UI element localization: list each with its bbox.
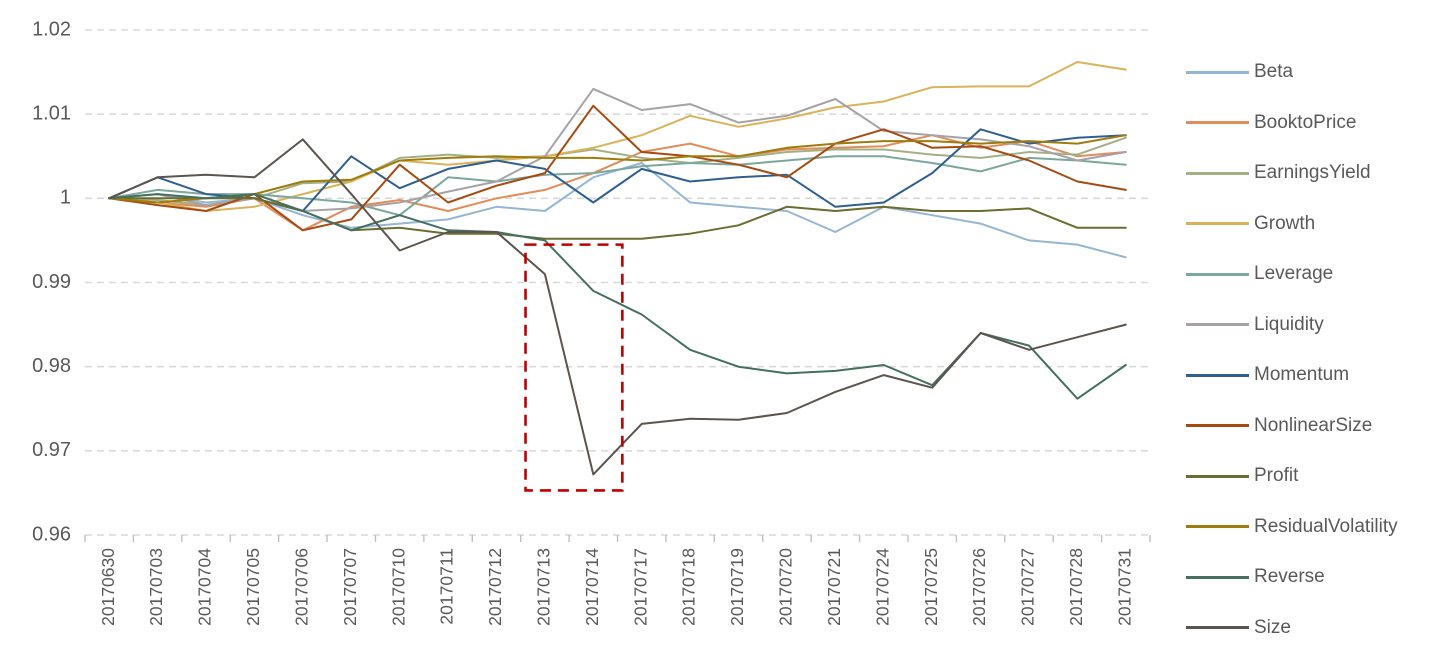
y-axis-tick-label: 0.99	[32, 271, 71, 293]
legend-swatch-momentum	[1186, 373, 1249, 377]
x-axis-tick-label: 20170705	[243, 548, 263, 626]
y-axis-tick-label: 0.97	[32, 439, 71, 461]
legend-label: BooktoPrice	[1254, 111, 1357, 133]
series-line-booktoprice	[108, 134, 1127, 232]
legend-swatch-leverage	[1186, 272, 1249, 276]
legend-label: Size	[1254, 616, 1291, 638]
legend-item-momentum: Momentum	[1186, 364, 1398, 386]
x-axis-tick-label: 20170727	[1018, 548, 1038, 626]
y-axis-tick-label: 1.01	[32, 102, 71, 124]
x-axis-tick-label: 20170725	[921, 548, 941, 626]
legend-swatch-growth	[1186, 222, 1249, 225]
legend-swatch-earningsyield	[1186, 171, 1249, 175]
x-axis-tick-label: 20170719	[727, 548, 747, 626]
legend-label: Growth	[1254, 212, 1316, 234]
legend-swatch-nonlinearsize	[1186, 424, 1249, 427]
x-axis-tick-label: 20170728	[1066, 548, 1086, 626]
x-axis-tick-label: 20170703	[146, 548, 166, 626]
legend-item-booktoprice: BooktoPrice	[1186, 112, 1398, 134]
legend-item-growth: Growth	[1186, 213, 1398, 235]
legend-swatch-size	[1186, 626, 1249, 629]
legend-item-residualvolatility: ResidualVolatility	[1186, 516, 1398, 538]
legend: Beta BooktoPrice EarningsYield Growth Levera…	[1186, 61, 1398, 639]
legend-swatch-booktoprice	[1186, 121, 1249, 124]
x-axis-tick-label: 20170720	[776, 548, 796, 626]
legend-swatch-profit	[1186, 474, 1249, 478]
legend-item-liquidity: Liquidity	[1186, 314, 1398, 336]
legend-label: Reverse	[1254, 566, 1325, 587]
legend-label: Momentum	[1254, 364, 1350, 385]
x-axis-tick-label: 20170704	[195, 548, 215, 626]
series-line-leverage	[108, 155, 1127, 217]
series-line-profit	[108, 197, 1127, 240]
legend-item-reverse: Reverse	[1186, 566, 1398, 588]
series-line-earningsyield	[108, 136, 1127, 207]
x-axis-tick-label: 20170718	[679, 548, 699, 626]
legend-label: Profit	[1254, 465, 1299, 486]
legend-label: Liquidity	[1254, 313, 1324, 335]
legend-label: EarningsYield	[1254, 162, 1371, 183]
series-line-nonlinearsize	[108, 104, 1127, 232]
x-axis-tick-label: 20170711	[437, 548, 457, 625]
series-line-residualvolatility	[108, 134, 1127, 204]
y-axis-tick-label: 1	[60, 187, 71, 209]
y-axis-tick-label: 1.02	[32, 18, 71, 40]
y-axis-tick-label: 0.98	[32, 355, 71, 377]
x-axis-tick-label: 20170714	[582, 548, 602, 626]
series-line-reverse	[108, 193, 1127, 400]
x-axis-tick-label: 20170630	[98, 548, 118, 626]
y-axis-tick-label: 0.96	[32, 523, 71, 545]
x-axis-tick-label: 20170712	[485, 548, 505, 626]
highlight-rect	[524, 243, 624, 492]
x-axis-tick-label: 20170713	[534, 548, 554, 626]
legend-swatch-residualvolatility	[1186, 525, 1249, 528]
legend-label: ResidualVolatility	[1254, 515, 1398, 537]
series-line-size	[108, 138, 1127, 476]
legend-item-leverage: Leverage	[1186, 263, 1398, 285]
x-axis-tick-label: 20170710	[388, 548, 408, 626]
x-axis-tick-label: 20170731	[1114, 548, 1134, 626]
x-axis-tick-label: 20170726	[969, 548, 989, 626]
x-axis-tick-label: 20170706	[291, 548, 311, 626]
legend-swatch-reverse	[1186, 575, 1249, 579]
legend-item-nonlinearsize: NonlinearSize	[1186, 415, 1398, 437]
x-axis-tick-label: 20170717	[630, 548, 650, 626]
x-axis-tick-label: 20170724	[872, 548, 892, 626]
legend-item-earningsyield: EarningsYield	[1186, 162, 1398, 184]
legend-item-beta: Beta	[1186, 61, 1398, 83]
legend-swatch-beta	[1186, 70, 1249, 74]
series-line-growth	[108, 61, 1127, 212]
legend-item-profit: Profit	[1186, 465, 1398, 487]
legend-swatch-liquidity	[1186, 323, 1249, 326]
legend-item-size: Size	[1186, 617, 1398, 639]
legend-label: NonlinearSize	[1254, 414, 1373, 436]
legend-label: Beta	[1254, 61, 1294, 82]
x-axis-tick-label: 20170721	[824, 548, 844, 626]
legend-label: Leverage	[1254, 263, 1334, 284]
x-axis-tick-label: 20170707	[340, 548, 360, 626]
